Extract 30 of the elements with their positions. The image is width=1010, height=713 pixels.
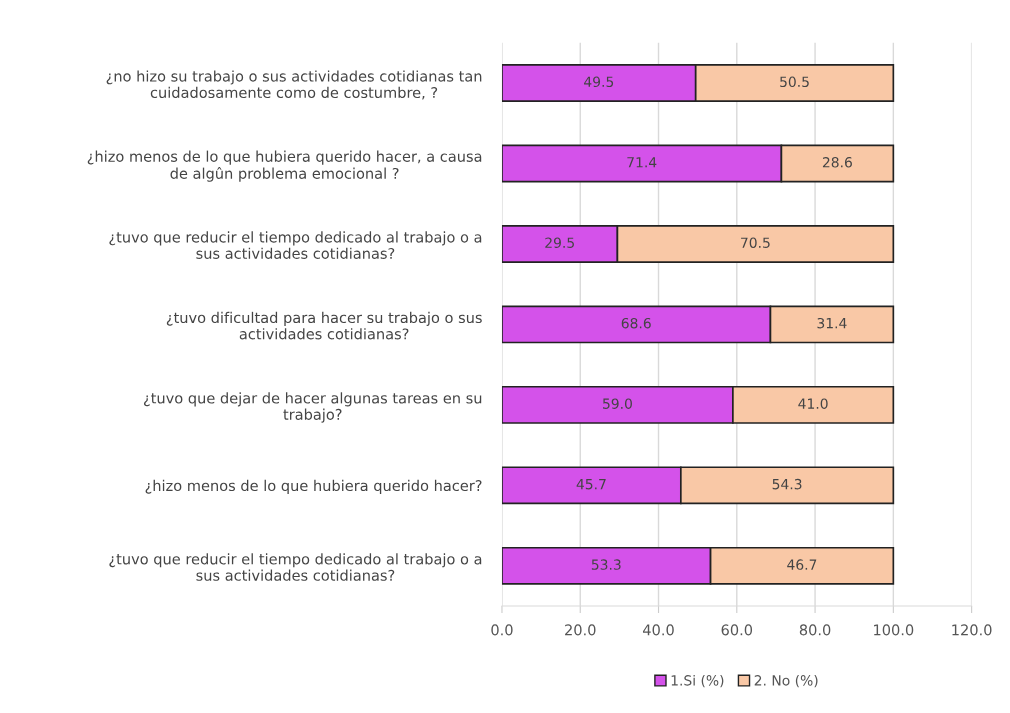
data-label: 49.5 (584, 76, 614, 88)
x-tick-label: 0.0 (491, 624, 513, 636)
x-tick-label: 20.0 (565, 624, 596, 636)
x-tick-label: 100.0 (874, 624, 914, 636)
data-label: 50.5 (780, 76, 809, 88)
x-tick-label: 80.0 (799, 624, 831, 636)
y-tick-label: ¿tuvo que dejar de hacer algunas tareas en su trabajo? (143, 392, 482, 423)
y-tick-label: ¿hizo menos de lo que hubiera querido hacer, a causa de algûn problema emocional ? (87, 150, 482, 182)
data-label: 71.4 (627, 157, 657, 168)
y-tick-label: ¿tuvo dificultad para hacer su trabajo o sus actividades cotidianas? (166, 311, 482, 340)
x-tick-label: 60.0 (721, 624, 753, 636)
data-label: 28.6 (822, 157, 852, 168)
data-label: 53.3 (591, 559, 621, 570)
y-tick-label: ¿hizo menos de lo que hubiera querido hacer? (145, 479, 482, 494)
data-label: 46.7 (787, 559, 817, 570)
x-tick-label: 40.0 (643, 624, 674, 636)
data-label: 45.7 (576, 479, 606, 490)
data-label: 54.3 (772, 478, 802, 490)
data-label: 59.0 (603, 398, 632, 409)
data-label: 68.6 (621, 317, 651, 329)
data-label: 29.5 (545, 237, 574, 248)
legend-label: 2. No (%) (754, 674, 818, 688)
data-label: 41.0 (798, 398, 828, 409)
y-tick-label: ¿tuvo que reducir el tiempo dedicado al trabajo o a sus actividades cotidianas? (109, 553, 482, 581)
y-tick-label: ¿no hizo su trabajo o sus actividades cotidianas tan cuidadosamente como de costumbre, ? (106, 70, 482, 100)
y-tick-label: ¿tuvo que reducir el tiempo dedicado al trabajo o a sus actividades cotidianas? (109, 231, 482, 259)
data-label: 31.4 (817, 317, 847, 329)
data-label: 70.5 (741, 237, 770, 248)
legend-label: 1.Si (%) (671, 674, 724, 688)
x-tick-label: 120.0 (952, 624, 992, 636)
